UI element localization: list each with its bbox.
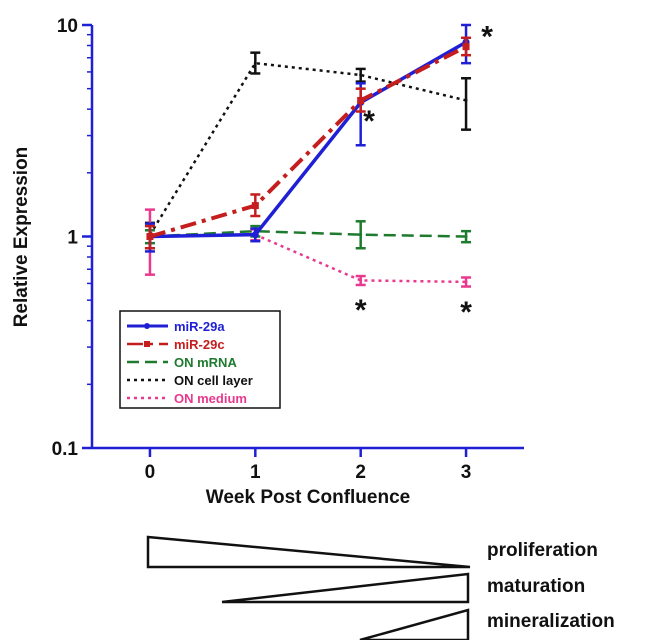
data-point [464,98,468,102]
x-tick-label-1: 1 [250,462,261,483]
legend-label: ON cell layer [174,373,253,388]
legend-entry-mir-29a: miR-29a [127,319,225,334]
data-point [251,202,259,210]
series-line [148,61,467,236]
legend: miR-29a miR-29c ON mRNA ON cell layer ON med… [119,310,281,409]
data-point [462,43,470,51]
data-point [464,280,468,284]
legend-entry-on-medium: ON medium [127,391,247,406]
legend-entry-on-mrna: ON mRNA [127,355,237,370]
legend-marker [144,323,150,329]
x-tick-label-3: 3 [461,462,472,483]
stage-triangles: proliferation maturation mineralization [146,535,615,640]
series-line [149,44,467,239]
data-point [464,235,468,238]
x-tick-label-0: 0 [145,462,156,483]
y-tick-label-1: 1 [67,228,78,249]
stage-label-proliferation: proliferation [487,540,598,561]
mineralization-triangle [359,608,470,640]
legend-label: miR-29a [174,319,225,334]
series-line [149,40,467,239]
maturation-triangle [221,572,470,604]
legend-label: miR-29c [174,337,225,352]
series-mir-29a [144,23,472,253]
series-line [149,233,467,284]
data-point [359,73,363,77]
significance-marker-0: * [481,21,493,54]
series-on-cell-layer [144,51,472,250]
legend-entry-on-cell-layer: ON cell layer [127,373,253,388]
series-layer [144,23,472,288]
ticks: 0 1 2 3 0.1 1 10 [52,16,472,483]
legend-entry-mir-29c: miR-29c [127,337,225,352]
stage-label-maturation: maturation [487,576,585,597]
data-point [359,278,363,282]
x-axis-title: Week Post Confluence [206,487,410,508]
significance-marker-2: * [355,294,367,327]
legend-marker [144,341,150,347]
series-on-medium [144,208,472,288]
x-tick-label-2: 2 [355,462,366,483]
legend-label: ON mRNA [174,355,237,370]
data-point [357,96,365,104]
proliferation-triangle [146,535,471,569]
series-mir-29c [144,36,472,250]
legend-label: ON medium [174,391,247,406]
y-tick-label-0: 0.1 [52,439,79,460]
significance-marker-3: * [460,296,472,329]
data-point [359,233,363,237]
y-tick-label-2: 10 [57,16,78,37]
stage-label-mineralization: mineralization [487,611,615,632]
data-point [253,61,257,65]
series-line [149,229,467,238]
annotation-layer: * * * * [355,21,493,329]
data-point [146,233,154,240]
data-point [251,231,259,239]
significance-marker-1: * [363,105,375,138]
y-axis-title: Relative Expression [11,147,32,328]
